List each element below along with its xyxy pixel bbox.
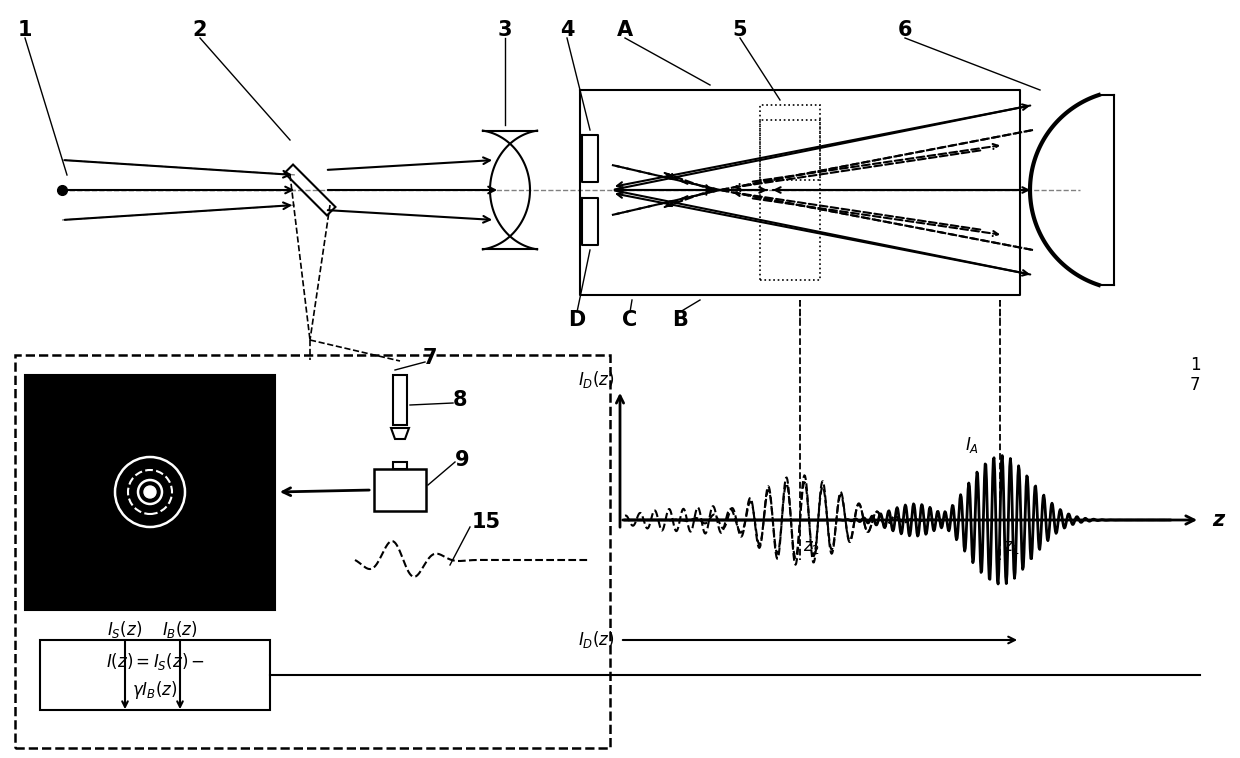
- Text: z: z: [1211, 510, 1224, 530]
- Text: $I_D(z)$: $I_D(z)$: [578, 369, 615, 390]
- Text: $I_B(z)$: $I_B(z)$: [162, 619, 198, 641]
- Text: B: B: [672, 310, 688, 330]
- Text: 6: 6: [898, 20, 913, 40]
- Text: $I(z)=I_S(z)-$: $I(z)=I_S(z)-$: [105, 651, 205, 672]
- Bar: [393, 375, 407, 425]
- Text: D: D: [568, 310, 585, 330]
- Text: A: A: [618, 20, 634, 40]
- Text: $I_A$: $I_A$: [965, 435, 980, 455]
- Text: 2: 2: [161, 396, 170, 410]
- Bar: [15, 355, 610, 748]
- Bar: [40, 640, 270, 710]
- Text: C: C: [622, 310, 637, 330]
- Text: 1: 1: [91, 380, 99, 394]
- Bar: [374, 469, 427, 511]
- Bar: [760, 105, 820, 280]
- Text: 5: 5: [733, 20, 748, 40]
- Text: 0: 0: [91, 396, 99, 410]
- Text: $z_1$: $z_1$: [1003, 538, 1021, 556]
- Text: 15: 15: [472, 512, 501, 532]
- Text: 1: 1: [17, 20, 32, 40]
- Text: 1: 1: [120, 396, 129, 410]
- Text: 2: 2: [192, 20, 207, 40]
- Text: 7: 7: [423, 348, 438, 368]
- Text: 3: 3: [497, 20, 512, 40]
- Text: 1: 1: [120, 380, 129, 394]
- Bar: [760, 120, 820, 180]
- Text: $\gamma I_B(z)$: $\gamma I_B(z)$: [133, 679, 177, 701]
- Text: 1: 1: [1190, 356, 1200, 374]
- Text: $z_2$: $z_2$: [804, 538, 820, 556]
- Text: 7: 7: [1190, 376, 1200, 394]
- Text: $I_S(z)$: $I_S(z)$: [108, 619, 143, 641]
- Text: 9: 9: [455, 450, 469, 470]
- Text: 1: 1: [160, 380, 170, 394]
- Bar: [393, 462, 407, 469]
- Circle shape: [144, 486, 156, 498]
- Bar: [25, 375, 275, 610]
- Text: $I_D(z)$: $I_D(z)$: [578, 629, 615, 650]
- Text: 8: 8: [453, 390, 467, 410]
- Text: 4: 4: [559, 20, 574, 40]
